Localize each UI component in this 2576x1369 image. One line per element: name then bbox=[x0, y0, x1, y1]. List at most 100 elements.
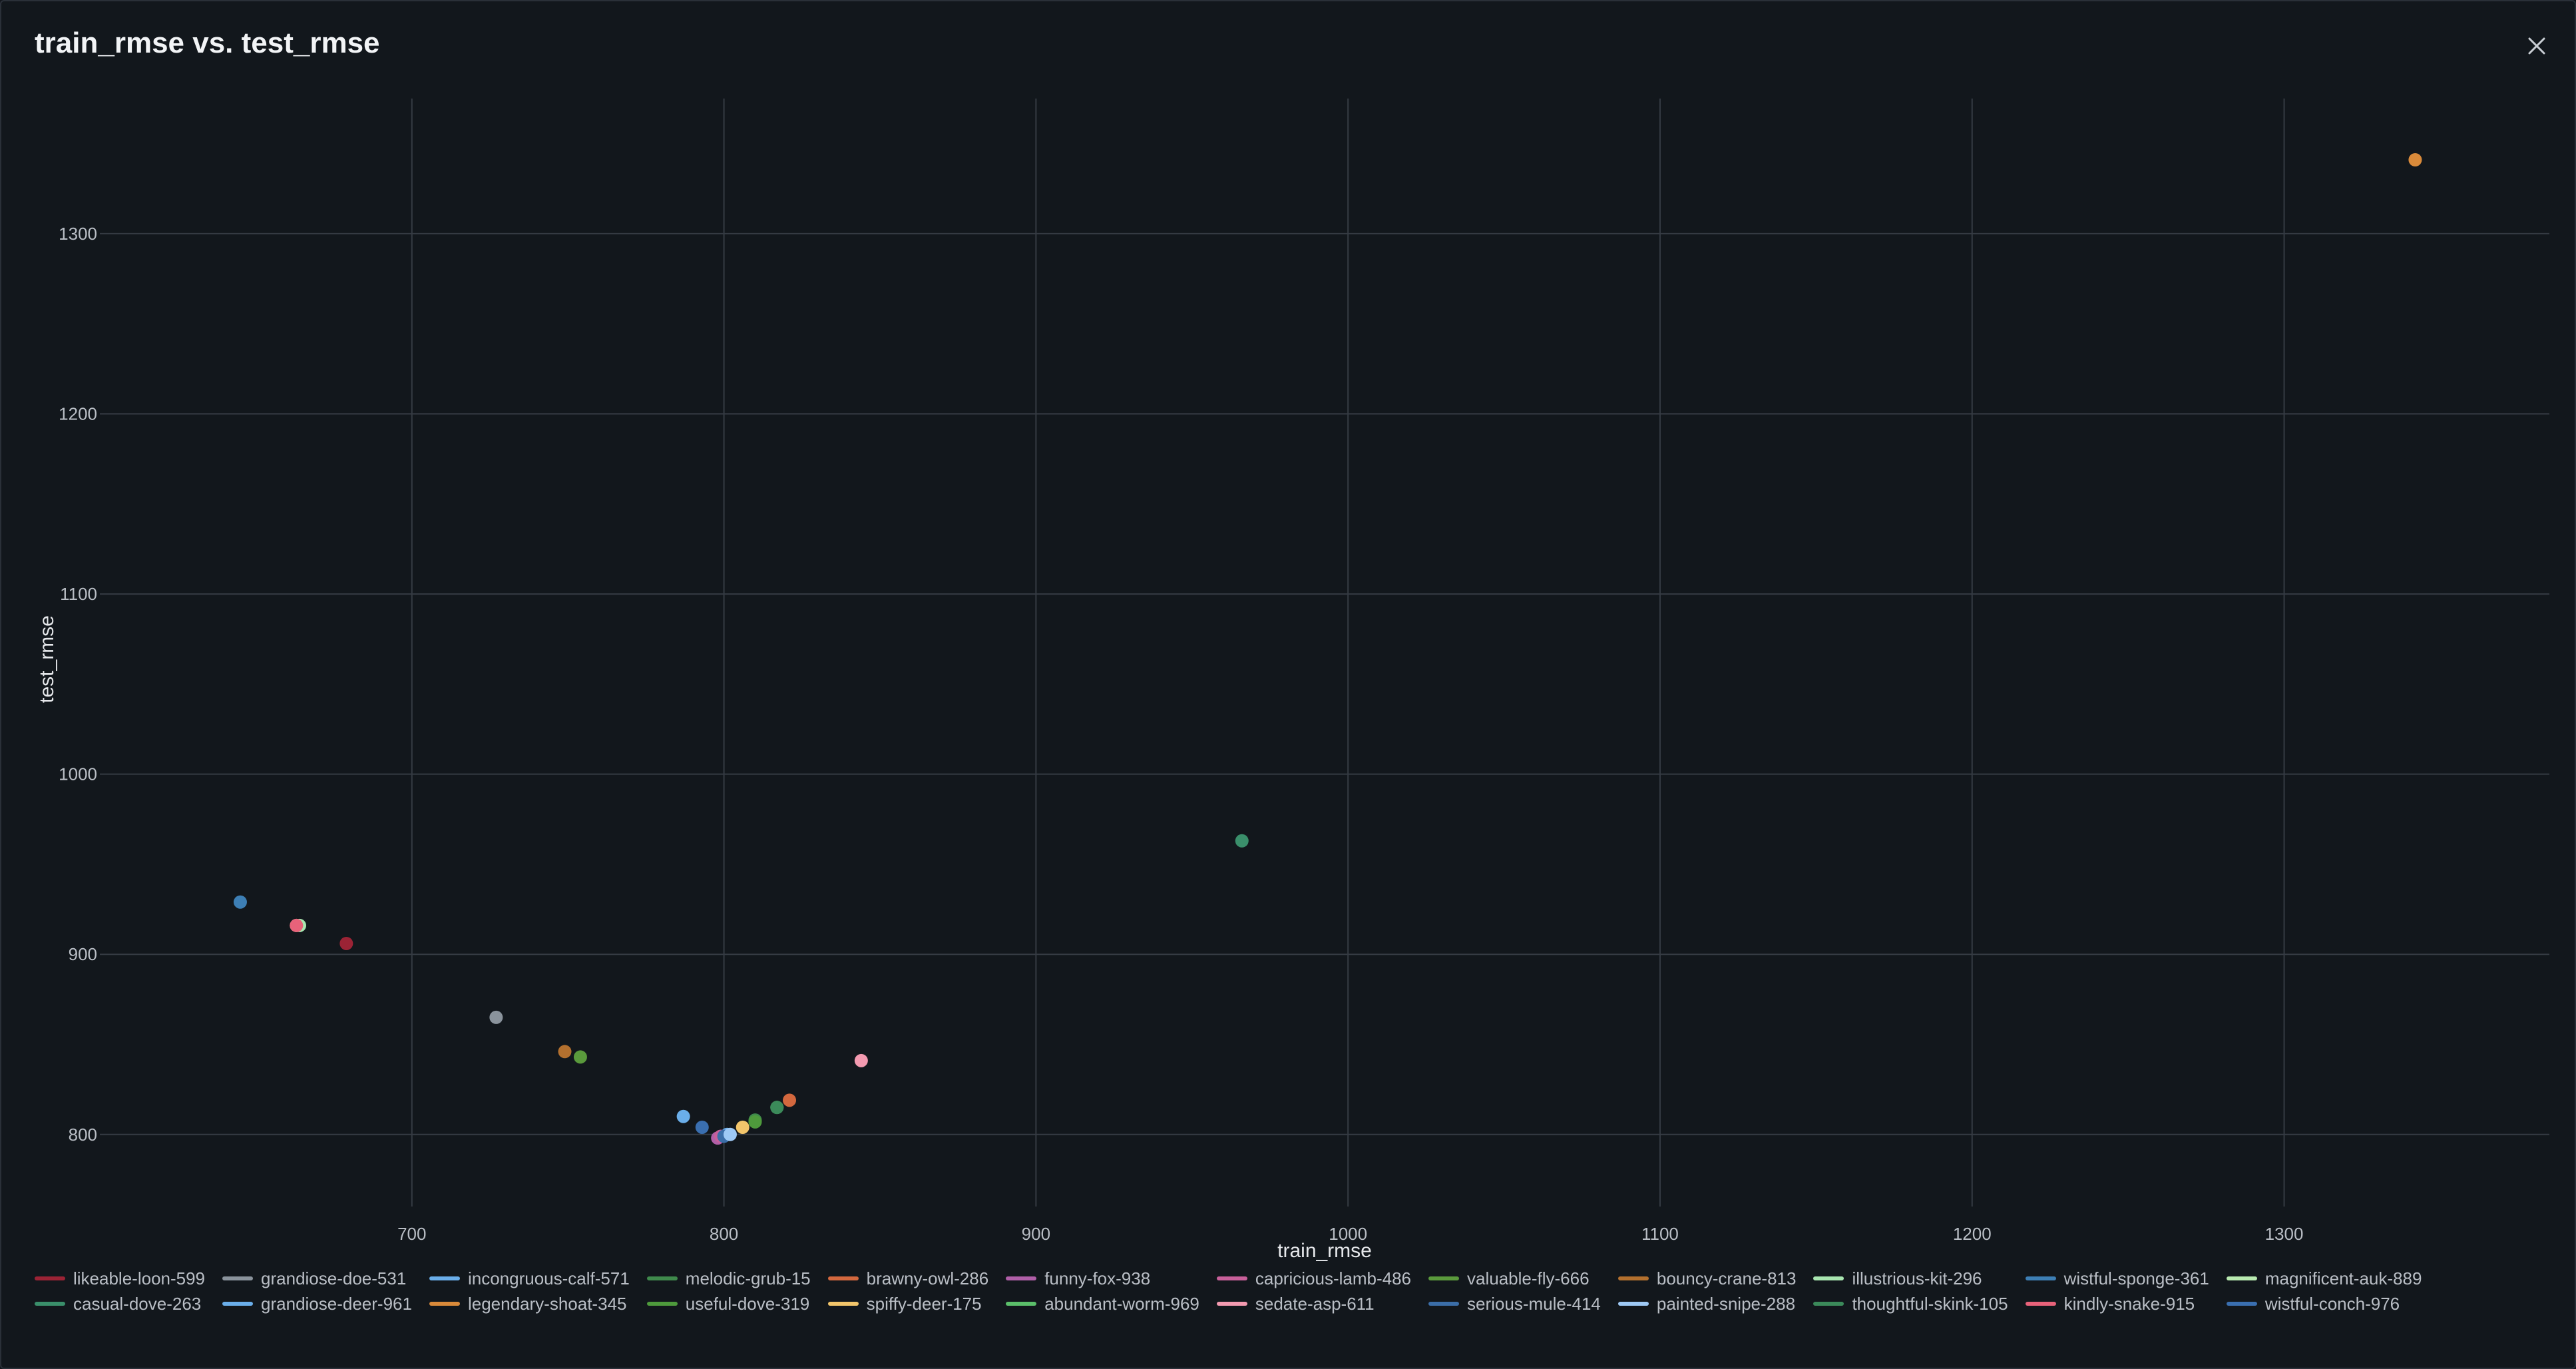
data-point bbox=[233, 895, 247, 909]
legend-swatch bbox=[35, 1276, 65, 1280]
legend-item[interactable]: painted-snipe-288 bbox=[1617, 1293, 1797, 1314]
legend-item[interactable]: useful-dove-319 bbox=[646, 1293, 811, 1314]
legend-item[interactable]: illustrious-kit-296 bbox=[1813, 1268, 2008, 1289]
legend-swatch bbox=[1006, 1302, 1037, 1306]
data-point bbox=[695, 1120, 709, 1134]
data-point bbox=[1235, 834, 1249, 848]
legend-swatch bbox=[1617, 1276, 1649, 1280]
data-point bbox=[736, 1120, 750, 1134]
data-point bbox=[339, 936, 353, 950]
legend-label: grandiose-doe-531 bbox=[261, 1268, 407, 1288]
x-tick-label: 800 bbox=[710, 1224, 738, 1244]
data-point bbox=[573, 1050, 587, 1064]
data-point bbox=[2408, 152, 2422, 166]
scatter-chart: 700 800 900 1000 1100 1200 1300 800 900 1000 1100 1… bbox=[36, 99, 2549, 1262]
legend-item[interactable]: legendary-shoat-345 bbox=[429, 1293, 630, 1314]
legend-item[interactable]: magnificent-auk-889 bbox=[2226, 1268, 2422, 1289]
legend-swatch bbox=[827, 1302, 859, 1306]
legend-label: capricious-lamb-486 bbox=[1255, 1268, 1411, 1288]
legend-label: casual-dove-263 bbox=[73, 1293, 202, 1314]
legend-swatch bbox=[1813, 1302, 1844, 1306]
data-point bbox=[676, 1109, 690, 1123]
legend-label: likeable-loon-599 bbox=[73, 1268, 206, 1288]
legend-swatch bbox=[35, 1302, 65, 1306]
legend-swatch bbox=[1428, 1276, 1459, 1280]
legend-label: spiffy-deer-175 bbox=[866, 1293, 982, 1314]
legend-label: useful-dove-319 bbox=[685, 1293, 810, 1314]
legend-item[interactable]: incongruous-calf-571 bbox=[429, 1268, 630, 1289]
legend-label: wistful-sponge-361 bbox=[2063, 1268, 2209, 1288]
y-tick-label: 1100 bbox=[60, 584, 97, 604]
y-tick-label: 800 bbox=[69, 1125, 97, 1145]
legend-item[interactable]: wistful-sponge-361 bbox=[2025, 1268, 2209, 1289]
legend-swatch bbox=[646, 1302, 678, 1306]
legend-label: legendary-shoat-345 bbox=[467, 1293, 627, 1314]
y-tick-label: 1200 bbox=[59, 404, 97, 423]
legend-item[interactable]: sedate-asp-611 bbox=[1216, 1293, 1411, 1314]
y-tick-label: 1000 bbox=[59, 764, 97, 784]
legend-label: wistful-conch-976 bbox=[2264, 1293, 2400, 1314]
legend-item[interactable]: capricious-lamb-486 bbox=[1216, 1268, 1411, 1289]
y-tick-label: 900 bbox=[69, 944, 97, 964]
legend-label: sedate-asp-611 bbox=[1255, 1293, 1375, 1314]
close-icon bbox=[2528, 37, 2545, 55]
legend-swatch bbox=[429, 1302, 460, 1306]
legend-swatch bbox=[222, 1276, 254, 1280]
x-axis-label: train_rmse bbox=[1277, 1240, 1372, 1262]
legend-swatch bbox=[1216, 1302, 1247, 1306]
legend-label: incongruous-calf-571 bbox=[467, 1268, 630, 1288]
legend-item[interactable]: brawny-owl-286 bbox=[827, 1268, 989, 1289]
x-tick-label: 700 bbox=[397, 1224, 426, 1244]
x-tick-label: 900 bbox=[1022, 1224, 1050, 1244]
data-point bbox=[723, 1127, 737, 1141]
legend-item[interactable]: bouncy-crane-813 bbox=[1617, 1268, 1797, 1289]
legend-label: serious-mule-414 bbox=[1467, 1293, 1601, 1314]
data-point bbox=[783, 1093, 797, 1107]
legend-item[interactable]: serious-mule-414 bbox=[1428, 1293, 1601, 1314]
legend-label: bouncy-crane-813 bbox=[1656, 1268, 1797, 1288]
legend-swatch bbox=[646, 1276, 678, 1280]
legend-label: abundant-worm-969 bbox=[1044, 1293, 1199, 1314]
legend-label: kindly-snake-915 bbox=[2063, 1293, 2195, 1314]
legend-item[interactable]: likeable-loon-599 bbox=[35, 1268, 205, 1289]
close-button[interactable] bbox=[2521, 31, 2552, 61]
legend-item[interactable]: funny-fox-938 bbox=[1006, 1268, 1199, 1289]
legend-label: melodic-grub-15 bbox=[685, 1268, 811, 1288]
data-point bbox=[489, 1010, 503, 1024]
dialog-title: train_rmse vs. test_rmse bbox=[35, 27, 380, 59]
legend-swatch bbox=[827, 1276, 859, 1280]
legend-label: painted-snipe-288 bbox=[1656, 1293, 1796, 1314]
y-axis-label: test_rmse bbox=[36, 615, 58, 703]
legend-label: grandiose-deer-961 bbox=[261, 1293, 412, 1314]
legend-swatch bbox=[1216, 1276, 1247, 1280]
legend-label: magnificent-auk-889 bbox=[2264, 1268, 2422, 1288]
legend-item[interactable]: melodic-grub-15 bbox=[646, 1268, 811, 1289]
legend-item[interactable]: wistful-conch-976 bbox=[2226, 1293, 2422, 1314]
legend-item[interactable]: casual-dove-263 bbox=[35, 1293, 205, 1314]
legend-swatch bbox=[2226, 1276, 2257, 1280]
x-tick-label: 1200 bbox=[1953, 1224, 1992, 1244]
legend-item[interactable]: grandiose-doe-531 bbox=[222, 1268, 412, 1289]
legend-label: thoughtful-skink-105 bbox=[1852, 1293, 2008, 1314]
legend-label: valuable-fly-666 bbox=[1467, 1268, 1590, 1288]
legend-item[interactable]: valuable-fly-666 bbox=[1428, 1268, 1601, 1289]
legend-item[interactable]: spiffy-deer-175 bbox=[827, 1293, 989, 1314]
legend-swatch bbox=[2025, 1302, 2056, 1306]
x-tick-label: 1100 bbox=[1641, 1224, 1679, 1244]
x-tick-label: 1300 bbox=[2265, 1224, 2304, 1244]
legend-item[interactable]: abundant-worm-969 bbox=[1006, 1293, 1199, 1314]
legend-item[interactable]: kindly-snake-915 bbox=[2025, 1293, 2209, 1314]
data-point bbox=[770, 1101, 784, 1115]
y-tick-label: 1300 bbox=[59, 224, 97, 244]
x-tick-label: 1000 bbox=[1329, 1224, 1367, 1244]
legend-item[interactable]: thoughtful-skink-105 bbox=[1813, 1293, 2008, 1314]
chart-legend: likeable-loon-599 grandiose-doe-531 incong… bbox=[35, 1268, 2537, 1314]
legend-swatch bbox=[2025, 1276, 2056, 1280]
legend-swatch bbox=[1813, 1276, 1844, 1280]
legend-swatch bbox=[1006, 1276, 1037, 1280]
legend-item[interactable]: grandiose-deer-961 bbox=[222, 1293, 412, 1314]
data-point bbox=[290, 918, 304, 932]
legend-label: brawny-owl-286 bbox=[866, 1268, 989, 1288]
data-point bbox=[854, 1053, 868, 1067]
